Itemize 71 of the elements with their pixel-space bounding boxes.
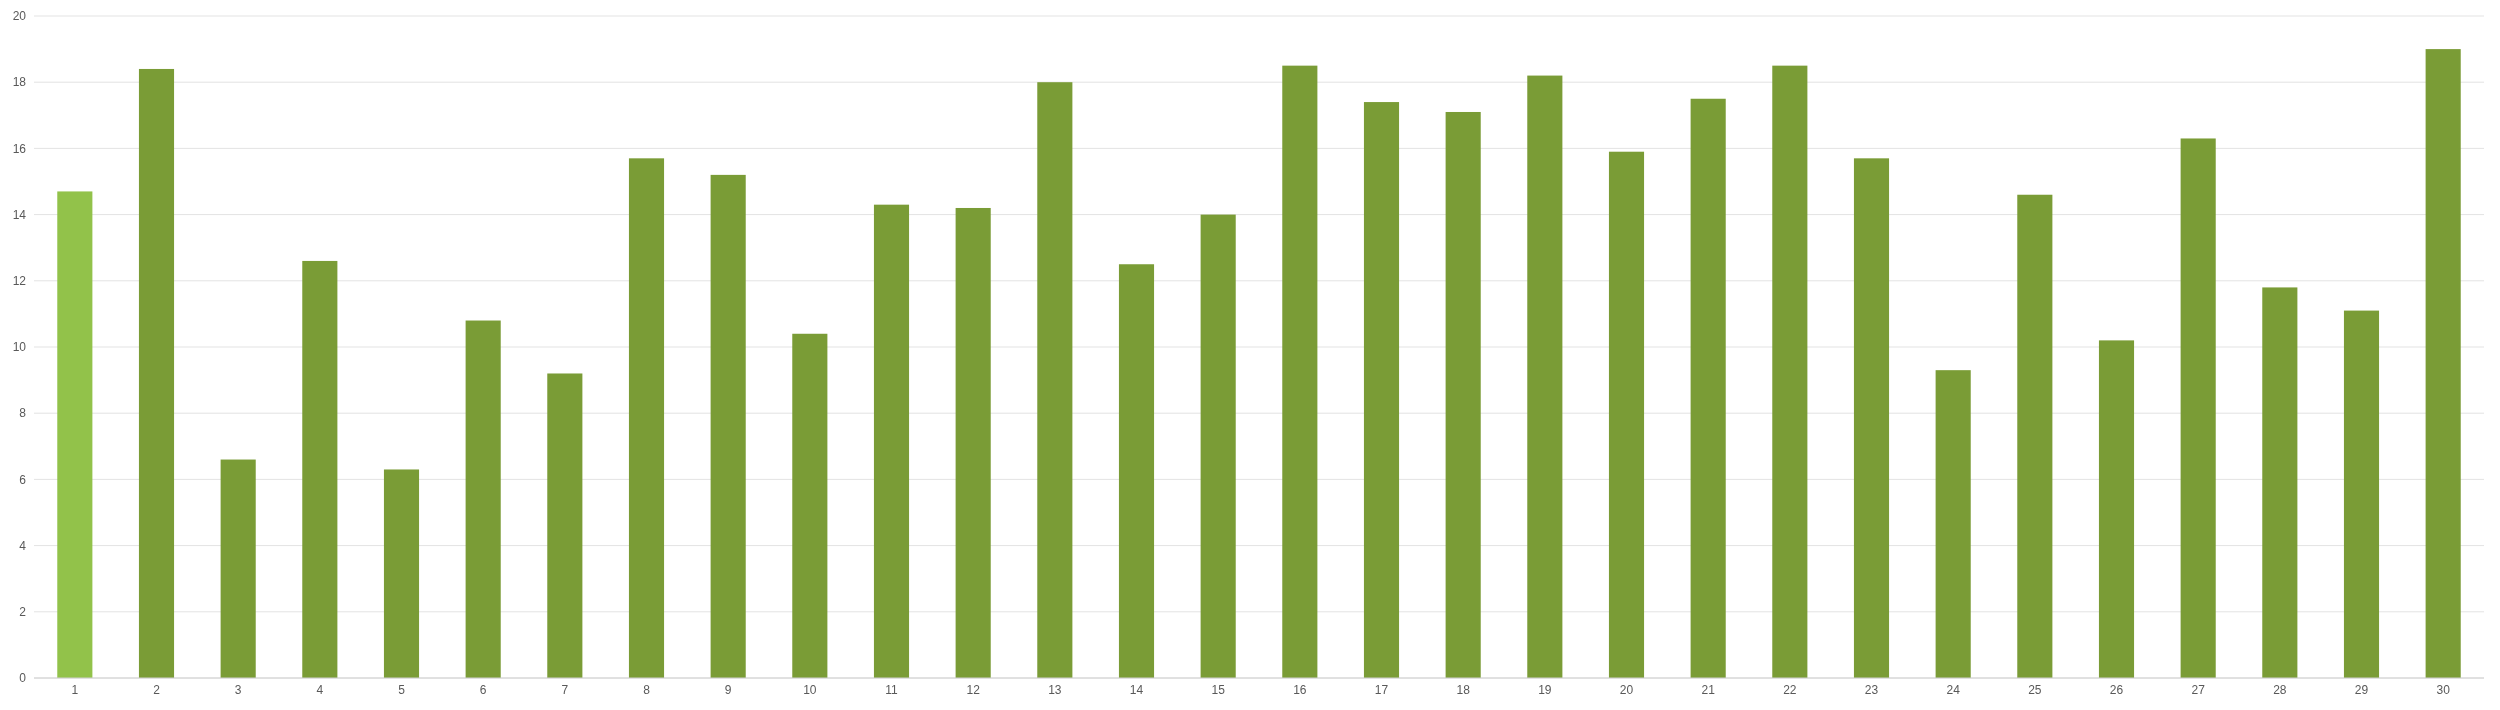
bar bbox=[1445, 111, 1481, 678]
bar bbox=[465, 320, 501, 678]
x-tick-label: 18 bbox=[1456, 683, 1471, 697]
x-tick-label: 15 bbox=[1211, 683, 1226, 697]
bar bbox=[1853, 158, 1890, 678]
bar bbox=[302, 260, 338, 678]
x-tick-label: 14 bbox=[1129, 683, 1144, 697]
bar bbox=[1118, 264, 1155, 678]
x-tick-label: 3 bbox=[234, 683, 242, 697]
bar bbox=[2180, 138, 2216, 678]
x-tick-label: 23 bbox=[1864, 683, 1879, 697]
y-tick-label: 12 bbox=[12, 274, 27, 288]
x-tick-label: 27 bbox=[2191, 683, 2206, 697]
y-tick-label: 2 bbox=[19, 605, 27, 619]
y-tick-label: 10 bbox=[12, 340, 27, 355]
bar bbox=[220, 459, 256, 678]
x-tick-label: 10 bbox=[803, 683, 817, 697]
bar bbox=[792, 333, 828, 678]
y-tick-label: 4 bbox=[19, 538, 27, 553]
y-tick-label: 8 bbox=[19, 406, 27, 421]
x-tick-label: 2 bbox=[153, 683, 161, 697]
x-tick-label: 17 bbox=[1374, 683, 1389, 697]
y-tick-label: 6 bbox=[19, 472, 27, 487]
bar bbox=[1282, 65, 1318, 678]
bar bbox=[1363, 102, 1400, 678]
bar bbox=[1935, 370, 1971, 678]
x-tick-label: 30 bbox=[2436, 683, 2451, 697]
x-tick-label: 21 bbox=[1701, 683, 1716, 697]
bar bbox=[1690, 98, 1726, 678]
bar bbox=[2425, 49, 2461, 678]
x-tick-label: 1 bbox=[71, 683, 79, 697]
x-tick-label: 19 bbox=[1538, 683, 1552, 697]
x-tick-label: 6 bbox=[479, 683, 487, 697]
bar bbox=[1037, 82, 1073, 678]
bar bbox=[955, 207, 991, 678]
bar bbox=[2343, 310, 2380, 678]
x-tick-label: 4 bbox=[316, 683, 324, 697]
bar bbox=[57, 191, 93, 678]
bar bbox=[383, 469, 420, 678]
bar bbox=[2098, 340, 2135, 678]
bar bbox=[1200, 214, 1236, 678]
x-tick-label: 13 bbox=[1048, 683, 1062, 697]
bar bbox=[2017, 194, 2053, 678]
y-tick-label: 16 bbox=[12, 141, 27, 156]
x-tick-label: 7 bbox=[561, 683, 569, 697]
bar bbox=[873, 204, 910, 678]
bar bbox=[547, 373, 583, 678]
y-tick-label: 14 bbox=[12, 207, 27, 222]
x-tick-label: 29 bbox=[2354, 683, 2369, 697]
bar bbox=[138, 68, 175, 678]
x-tick-label: 28 bbox=[2273, 683, 2287, 697]
bar bbox=[1772, 65, 1808, 678]
x-tick-label: 12 bbox=[966, 683, 981, 697]
x-tick-label: 11 bbox=[885, 683, 899, 697]
y-tick-label: 0 bbox=[19, 671, 27, 686]
bar bbox=[710, 174, 746, 678]
x-tick-label: 16 bbox=[1293, 683, 1307, 697]
x-tick-label: 24 bbox=[1946, 683, 1961, 697]
y-tick-label: 20 bbox=[12, 9, 27, 24]
bar bbox=[1527, 75, 1563, 678]
bar bbox=[2262, 287, 2298, 678]
bar bbox=[1608, 151, 1645, 678]
bar bbox=[628, 158, 665, 678]
x-tick-label: 25 bbox=[2028, 683, 2042, 697]
x-tick-label: 5 bbox=[398, 683, 406, 697]
y-tick-label: 18 bbox=[12, 75, 27, 90]
x-tick-label: 8 bbox=[643, 683, 651, 697]
x-tick-label: 22 bbox=[1783, 683, 1797, 697]
x-tick-label: 9 bbox=[724, 683, 732, 697]
x-tick-label: 26 bbox=[2109, 683, 2124, 697]
x-tick-label: 20 bbox=[1619, 683, 1634, 697]
